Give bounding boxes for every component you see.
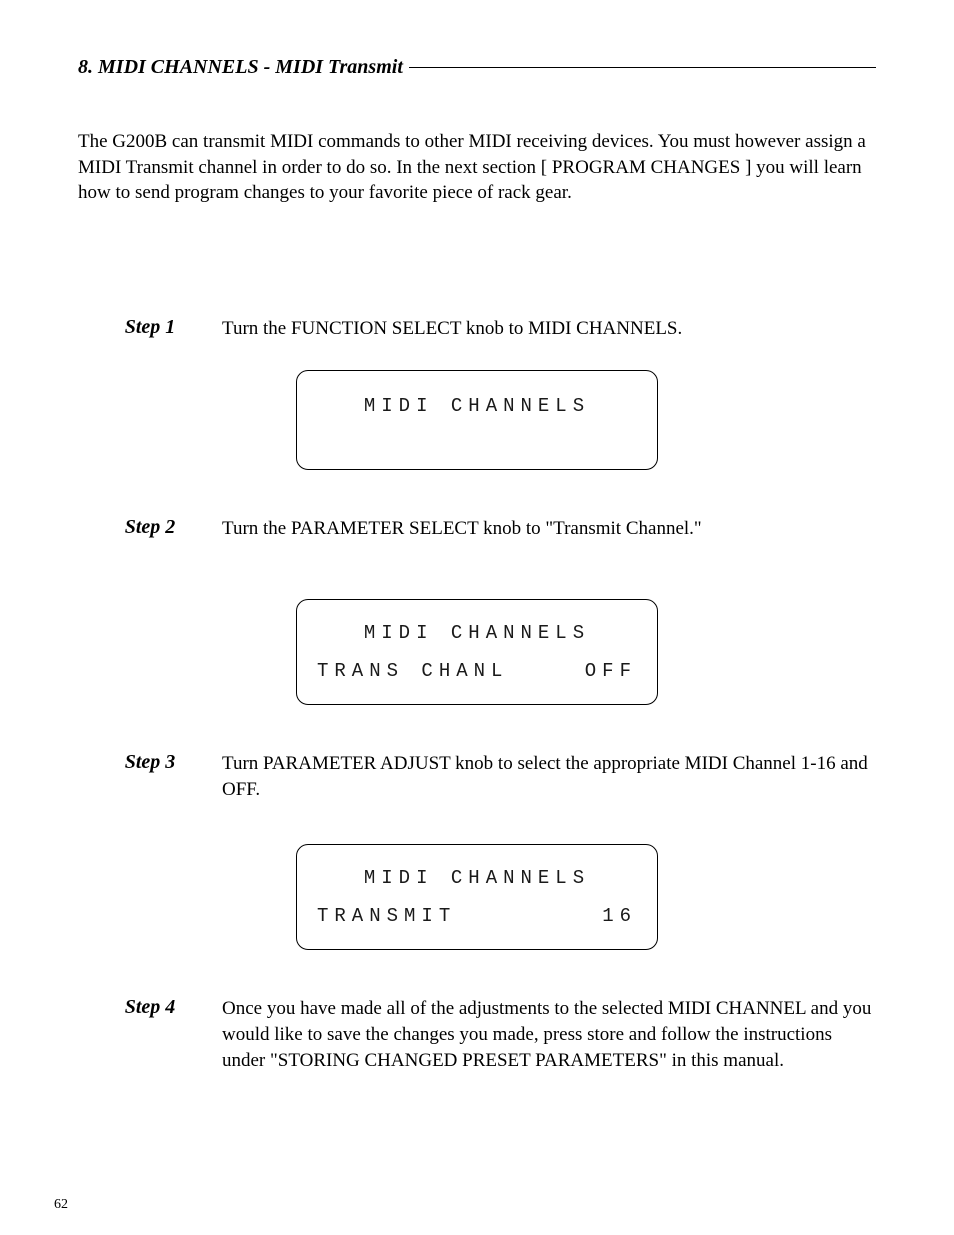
lcd-2-line-2-left: TRANS CHANL	[317, 652, 508, 690]
step-4-label: Step 4	[78, 996, 222, 1019]
step-2: Step 2 Turn the PARAMETER SELECT knob to…	[78, 516, 876, 542]
step-4: Step 4 Once you have made all of the adj…	[78, 996, 876, 1073]
intro-paragraph: The G200B can transmit MIDI commands to …	[78, 129, 876, 206]
step-3: Step 3 Turn PARAMETER ADJUST knob to sel…	[78, 751, 876, 802]
section-header: 8. MIDI CHANNELS - MIDI Transmit	[78, 56, 876, 79]
step-3-text: Turn PARAMETER ADJUST knob to select the…	[222, 751, 876, 802]
lcd-2-wrap: MIDI CHANNELS TRANS CHANL OFF	[78, 599, 876, 705]
lcd-3-line-2-right: 16	[602, 897, 637, 935]
step-3-label: Step 3	[78, 751, 222, 774]
lcd-3-line-2: TRANSMIT 16	[317, 897, 637, 935]
step-1-label: Step 1	[78, 316, 222, 339]
step-4-text: Once you have made all of the adjustment…	[222, 996, 876, 1073]
page-number: 62	[54, 1197, 68, 1213]
lcd-3-line-2-left: TRANSMIT	[317, 897, 456, 935]
step-2-label: Step 2	[78, 516, 222, 539]
lcd-3-wrap: MIDI CHANNELS TRANSMIT 16	[78, 844, 876, 950]
lcd-3-line-1-text: MIDI CHANNELS	[364, 859, 590, 897]
lcd-1: MIDI CHANNELS	[296, 370, 658, 470]
step-2-text: Turn the PARAMETER SELECT knob to "Trans…	[222, 516, 876, 542]
lcd-1-line-1-text: MIDI CHANNELS	[364, 387, 590, 425]
lcd-1-wrap: MIDI CHANNELS	[78, 370, 876, 470]
section-rule	[409, 67, 876, 68]
step-1-text: Turn the FUNCTION SELECT knob to MIDI CH…	[222, 316, 876, 342]
lcd-2: MIDI CHANNELS TRANS CHANL OFF	[296, 599, 658, 705]
lcd-2-line-1-text: MIDI CHANNELS	[364, 614, 590, 652]
section-title: 8. MIDI CHANNELS - MIDI Transmit	[78, 56, 409, 79]
lcd-2-line-2-right: OFF	[585, 652, 637, 690]
lcd-1-line-1: MIDI CHANNELS	[317, 387, 637, 425]
step-1: Step 1 Turn the FUNCTION SELECT knob to …	[78, 316, 876, 342]
lcd-3-line-1: MIDI CHANNELS	[317, 859, 637, 897]
lcd-2-line-1: MIDI CHANNELS	[317, 614, 637, 652]
lcd-3: MIDI CHANNELS TRANSMIT 16	[296, 844, 658, 950]
lcd-2-line-2: TRANS CHANL OFF	[317, 652, 637, 690]
